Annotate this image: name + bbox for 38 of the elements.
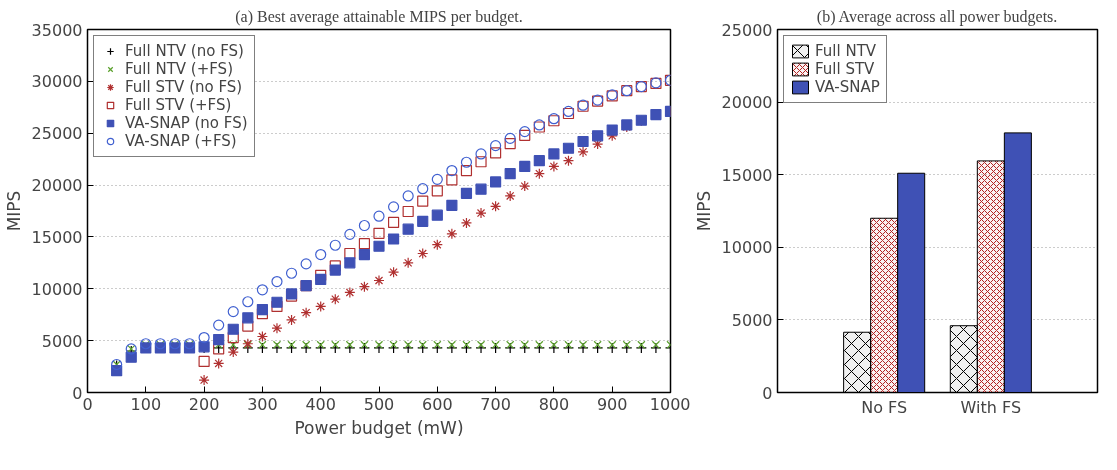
y-axis-title: MIPS xyxy=(693,190,714,232)
x-tick-label: 400 xyxy=(305,394,336,414)
y-tick-label: 20000 xyxy=(721,93,773,113)
y-tick-label: 25000 xyxy=(31,124,83,144)
y-tick-label: 10000 xyxy=(721,238,773,258)
legend-label: Full NTV xyxy=(815,42,877,60)
y-tick-label: 10000 xyxy=(31,279,83,299)
y-tick-label: 25000 xyxy=(721,20,773,40)
y-tick-label: 20000 xyxy=(31,176,83,196)
x-tick-label: With FS xyxy=(960,397,1022,417)
y-tick-label: 5000 xyxy=(731,310,773,330)
x-axis-title: Power budget (mW) xyxy=(294,417,464,438)
x-tick-label: 700 xyxy=(480,394,511,414)
legend-label: Full STV xyxy=(815,60,875,78)
legend-label: Full STV (+FS) xyxy=(125,96,232,114)
legend-label: VA-SNAP xyxy=(815,78,880,96)
x-tick-label: 200 xyxy=(188,394,220,414)
x-tick-label: 900 xyxy=(596,394,628,414)
chart-title: (a) Best average attainable MIPS per budget. xyxy=(235,7,523,26)
x-tick-label: No FS xyxy=(861,397,908,417)
y-tick-label: 35000 xyxy=(31,20,83,40)
legend-label: Full NTV (no FS) xyxy=(125,42,244,60)
x-tick-label: 1000 xyxy=(649,394,691,414)
x-tick-label: 800 xyxy=(538,394,570,414)
legend-label: Full STV (no FS) xyxy=(125,78,243,96)
y-tick-label: 15000 xyxy=(721,165,773,185)
x-tick-label: 600 xyxy=(422,394,453,414)
legend-label: VA-SNAP (no FS) xyxy=(125,114,248,132)
x-tick-label: 100 xyxy=(130,394,162,414)
x-tick-label: 500 xyxy=(363,394,395,414)
chart-title: (b) Average across all power budgets. xyxy=(816,7,1058,26)
y-axis-title: MIPS xyxy=(3,190,24,232)
x-tick-label: 300 xyxy=(247,394,278,414)
y-tick-label: 30000 xyxy=(31,72,83,92)
legend-label: VA-SNAP (+FS) xyxy=(125,132,237,150)
y-tick-label: 5000 xyxy=(41,331,83,351)
legend-label: Full NTV (+FS) xyxy=(125,60,233,78)
y-tick-label: 15000 xyxy=(31,227,83,247)
